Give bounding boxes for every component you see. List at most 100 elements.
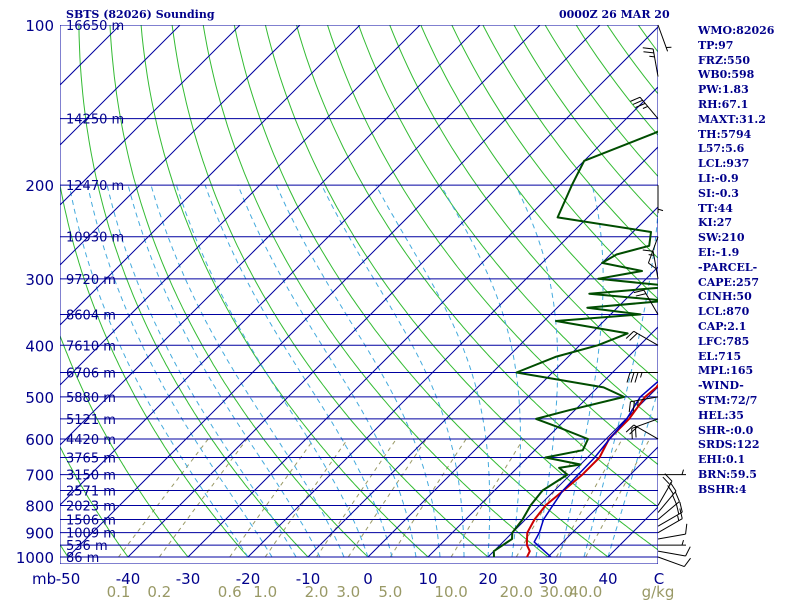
dry-adiabat-line	[264, 25, 658, 551]
sounding-index-item: TP:97	[698, 38, 734, 52]
height-label: 2571 m	[66, 485, 116, 500]
wind-barb-full	[632, 400, 635, 412]
pressure-tick-label: 1000	[16, 549, 54, 567]
sounding-indices-panel: WMO:82026 TP:97 FRZ:550 WB0:598 PW:1.83 RH:67…	[698, 24, 800, 498]
wind-barb-full	[643, 51, 654, 54]
wind-barb	[658, 469, 686, 476]
wind-barb-full	[635, 102, 646, 108]
wind-barb-half	[649, 55, 655, 58]
height-label: 5121 m	[66, 413, 116, 428]
isotherm-line	[60, 25, 421, 386]
wind-barb-full	[679, 508, 683, 519]
wind-barb	[626, 372, 658, 383]
isotherm-line	[60, 25, 481, 446]
wind-barb-half	[657, 208, 664, 212]
wind-barb-staff	[652, 251, 659, 279]
sounding-index-item: LFC:785	[698, 334, 750, 348]
pressure-tick-label: 100	[25, 17, 54, 35]
sounding-index-item: KI:27	[698, 216, 733, 230]
temperature-tick-label: -40	[116, 570, 141, 588]
pressure-tick-label: 500	[25, 389, 54, 407]
isotherm-line	[67, 25, 601, 558]
sounding-index-item: FRZ:550	[698, 53, 751, 67]
height-label: 1009 m	[66, 527, 116, 542]
pressure-tick-label: 600	[25, 431, 54, 449]
mixing-ratio-line	[450, 438, 524, 558]
wind-barb-staff	[652, 48, 659, 77]
moist-adiabat-line	[127, 184, 321, 558]
height-label: 1506 m	[66, 513, 116, 528]
dry-adiabat-line	[140, 25, 429, 558]
sounding-index-item: STM:72/7	[698, 393, 758, 407]
mixing-ratio-line	[316, 438, 397, 558]
isotherm-line	[367, 266, 658, 558]
sounding-index-item: L57:5.6	[698, 142, 745, 156]
moist-adiabat-line	[321, 184, 465, 557]
isotherm-line	[547, 446, 658, 558]
wind-barb	[625, 424, 659, 440]
wind-barb-staff	[657, 550, 686, 557]
wind-barb-staff	[643, 289, 659, 315]
sounding-index-item: LCL:870	[698, 305, 750, 319]
sounding-index-item: LI:-0.9	[698, 171, 739, 185]
wind-barb-staff	[657, 518, 683, 534]
mixing-ratio-label: 3.0	[336, 583, 360, 600]
moist-adiabat-line	[237, 184, 417, 558]
wind-barb-staff	[657, 480, 673, 506]
sounding-index-item: -WIND-	[698, 379, 744, 393]
wind-barb-staff	[633, 424, 659, 440]
mixing-ratio-line	[347, 438, 427, 558]
temperature-profile-line	[525, 383, 658, 558]
sounding-index-item: CAP:2.1	[698, 319, 747, 333]
wind-barb-staff	[630, 396, 659, 403]
moist-adiabat-line	[559, 184, 604, 558]
moist-adiabat-line	[175, 184, 369, 558]
isotherm-line	[247, 146, 658, 558]
mixing-ratio-line	[389, 438, 467, 558]
temperature-tick-label: -30	[176, 570, 201, 588]
wind-barb-full	[633, 289, 645, 294]
wind-barb	[657, 185, 664, 214]
wind-barb-full	[635, 293, 647, 297]
temperature-tick-label: 40	[598, 570, 617, 588]
wind-barb-full	[642, 47, 654, 50]
sounding-index-item: RH:67.1	[698, 97, 749, 111]
height-label: 8604 m	[66, 308, 116, 323]
wind-barb-full	[630, 96, 641, 102]
wind-barb-full	[685, 546, 691, 557]
wind-barb-full	[634, 372, 639, 383]
wind-barb-full	[685, 523, 688, 535]
isotherm-line	[187, 86, 658, 558]
temperature-tick-label: 30	[538, 570, 557, 588]
pressure-tick-label: 200	[25, 177, 54, 195]
wind-barb-full	[625, 330, 635, 339]
wind-barb	[630, 96, 659, 120]
temperature-tick-label: 10	[418, 570, 437, 588]
height-label: 2023 m	[66, 499, 116, 514]
wind-barb-half	[642, 105, 648, 109]
isotherm-line	[60, 25, 361, 326]
wind-barb-staff	[657, 490, 677, 513]
sounding-index-item: HEL:35	[698, 408, 744, 422]
mixing-ratio-label: 40.0	[569, 583, 602, 600]
wind-barb	[631, 418, 659, 439]
moist-adiabat-line	[375, 184, 491, 558]
dry-adiabat-line	[171, 25, 489, 558]
valid-time: 0000Z 26 MAR 20	[559, 8, 670, 21]
wind-barb-half	[640, 372, 643, 378]
isotherm-line	[60, 25, 541, 506]
mixing-ratio-line	[264, 438, 349, 558]
temperature-tick-label: 20	[478, 570, 497, 588]
moist-adiabat-line	[275, 184, 441, 558]
wind-barb-full	[671, 494, 677, 505]
isotherm-line	[60, 25, 301, 266]
wind-barb-full	[630, 372, 635, 383]
dry-adiabat-line	[202, 25, 549, 558]
height-label: 9720 m	[66, 273, 116, 288]
wind-barb-full	[648, 262, 658, 270]
chart-grid	[60, 25, 658, 558]
height-label: 6706 m	[66, 367, 116, 382]
wind-barb	[647, 236, 659, 270]
dewpoint-profile-line	[492, 130, 658, 558]
